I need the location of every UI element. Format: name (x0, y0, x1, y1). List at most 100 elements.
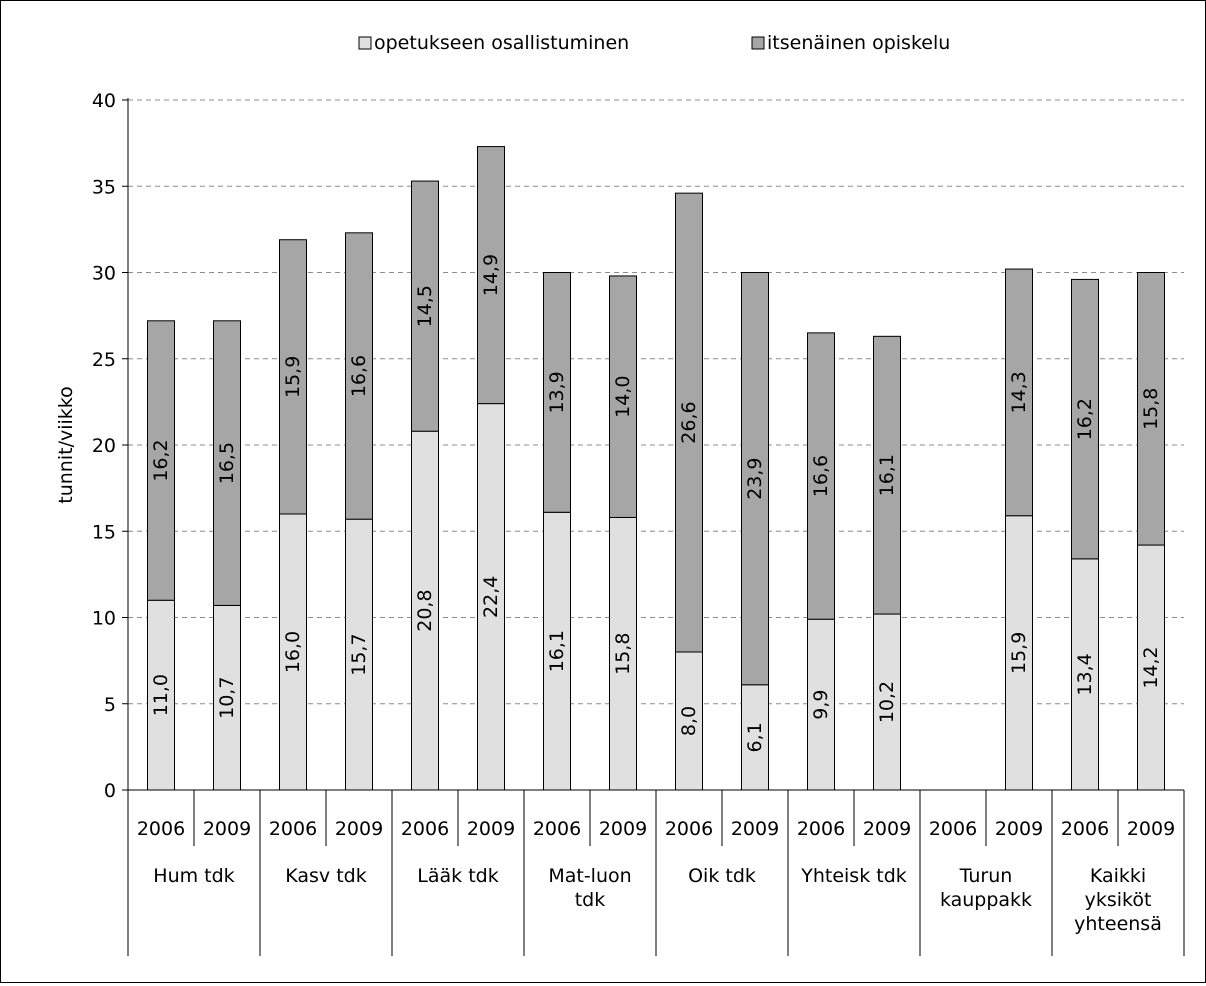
bar-value-label: 22,4 (480, 576, 502, 618)
bar-segment-series-2 (411, 180, 439, 432)
bar-segment-series-2 (477, 146, 505, 405)
x-group-label: yksiköt (1085, 889, 1152, 911)
x-year-label: 2009 (995, 818, 1043, 840)
bar-value-label: 14,0 (612, 376, 634, 418)
x-year-label: 2009 (731, 818, 779, 840)
y-axis: 0 5 10 15 20 25 30 35 40 (92, 90, 129, 802)
x-year-label: 2006 (665, 818, 713, 840)
bar-value-label: 14,5 (414, 285, 436, 327)
bar-segment-series-1 (1005, 515, 1033, 791)
bar-value-label: 11,0 (150, 674, 172, 716)
y-tick-label: 5 (104, 694, 116, 716)
bar-segment-series-2 (609, 275, 637, 518)
bar-segment-series-2 (807, 332, 835, 620)
legend-item-series-1: opetukseen osallistuminen (358, 32, 629, 54)
bar-segment-series-2 (543, 272, 571, 513)
y-tick-label: 30 (92, 263, 116, 285)
x-year-label: 2006 (1061, 818, 1109, 840)
bar-segment-series-2 (147, 320, 175, 601)
legend-label-series-2: itsenäinen opiskelu (767, 32, 950, 54)
y-tick-label: 25 (92, 349, 116, 371)
legend: opetukseen osallistuminen itsenäinen opi… (358, 32, 950, 54)
bar-data-labels: 11,0 16,2 10,7 16,5 16,0 15,9 15,7 16,6 20,8 14,5… (150, 254, 1162, 753)
x-group-label: Yhteisk tdk (800, 865, 907, 887)
bars (147, 146, 1165, 791)
x-year-label: 2006 (137, 818, 185, 840)
legend-swatch-series-2 (751, 36, 765, 50)
bar-segment-series-2 (345, 232, 373, 520)
x-year-label: 2009 (599, 818, 647, 840)
bar-value-label: 16,0 (282, 631, 304, 673)
bar-value-label: 26,6 (678, 401, 700, 443)
bar-value-label: 16,6 (810, 455, 832, 497)
bar-value-label: 15,9 (1008, 632, 1030, 674)
bar-value-label: 15,9 (282, 356, 304, 398)
x-group-label: kauppakk (940, 889, 1032, 911)
bar-value-label: 9,9 (810, 690, 832, 720)
bar-value-label: 14,3 (1008, 371, 1030, 413)
y-axis-title: tunnit/viikko (55, 386, 77, 503)
x-year-label: 2006 (269, 818, 317, 840)
legend-label-series-1: opetukseen osallistuminen (374, 32, 629, 54)
bar-value-label: 10,2 (876, 681, 898, 723)
bar-segment-series-1 (213, 604, 241, 791)
x-year-label: 2009 (467, 818, 515, 840)
bar-segment-series-2 (1005, 268, 1033, 517)
bar-value-label: 8,0 (678, 706, 700, 736)
bar-segment-series-2 (1071, 278, 1099, 560)
bar-segment-series-1 (675, 651, 703, 791)
x-year-label: 2006 (797, 818, 845, 840)
y-tick-label: 20 (92, 435, 116, 457)
bar-segment-series-1 (873, 613, 901, 791)
x-group-label: Lääk tdk (417, 865, 498, 887)
x-group-label: Mat-luon (548, 865, 631, 887)
bar-value-label: 16,2 (150, 439, 172, 481)
x-group-label: Kasv tdk (285, 865, 366, 887)
bar-segment-series-2 (213, 320, 241, 606)
bar-segment-series-1 (609, 516, 637, 791)
y-tick-label: 35 (92, 176, 116, 198)
bar-value-label: 16,1 (876, 454, 898, 496)
bar-value-label: 23,9 (744, 457, 766, 499)
bar-value-label: 6,1 (744, 722, 766, 752)
x-year-label: 2006 (929, 818, 977, 840)
x-year-label: 2009 (335, 818, 383, 840)
bar-value-label: 15,7 (348, 633, 370, 675)
x-group-label: Kaikki (1090, 865, 1146, 887)
x-group-label: tdk (575, 889, 606, 911)
bar-value-label: 20,8 (414, 589, 436, 631)
y-tick-label: 10 (92, 608, 116, 630)
bar-value-label: 15,8 (612, 633, 634, 675)
x-year-label: 2009 (203, 818, 251, 840)
legend-swatch-series-1 (358, 36, 372, 50)
bar-value-label: 16,6 (348, 355, 370, 397)
x-year-label: 2006 (401, 818, 449, 840)
bar-value-label: 10,7 (216, 677, 238, 719)
x-year-label: 2009 (863, 818, 911, 840)
x-group-label: Hum tdk (153, 865, 234, 887)
bar-segment-series-2 (675, 192, 703, 653)
bar-segment-series-2 (1137, 272, 1165, 546)
bar-value-label: 15,8 (1140, 388, 1162, 430)
bar-value-label: 16,1 (546, 630, 568, 672)
bar-value-label: 16,5 (216, 442, 238, 484)
bar-value-label: 13,4 (1074, 653, 1096, 695)
x-group-label: Oik tdk (688, 865, 756, 887)
bar-value-label: 14,2 (1140, 646, 1162, 688)
bar-value-label: 13,9 (546, 371, 568, 413)
bar-segment-series-1 (543, 511, 571, 791)
bar-segment-series-1 (411, 430, 439, 791)
bar-value-label: 16,2 (1074, 398, 1096, 440)
x-year-label: 2009 (1127, 818, 1175, 840)
x-group-label: Turun (959, 865, 1013, 887)
x-group-label: yhteensä (1074, 913, 1162, 935)
bar-segment-series-2 (741, 272, 769, 686)
bar-value-label: 14,9 (480, 254, 502, 296)
y-tick-label: 40 (92, 90, 116, 112)
legend-item-series-2: itsenäinen opiskelu (751, 32, 950, 54)
bar-segment-series-1 (345, 518, 373, 791)
y-tick-label: 0 (104, 780, 116, 802)
x-year-label: 2006 (533, 818, 581, 840)
